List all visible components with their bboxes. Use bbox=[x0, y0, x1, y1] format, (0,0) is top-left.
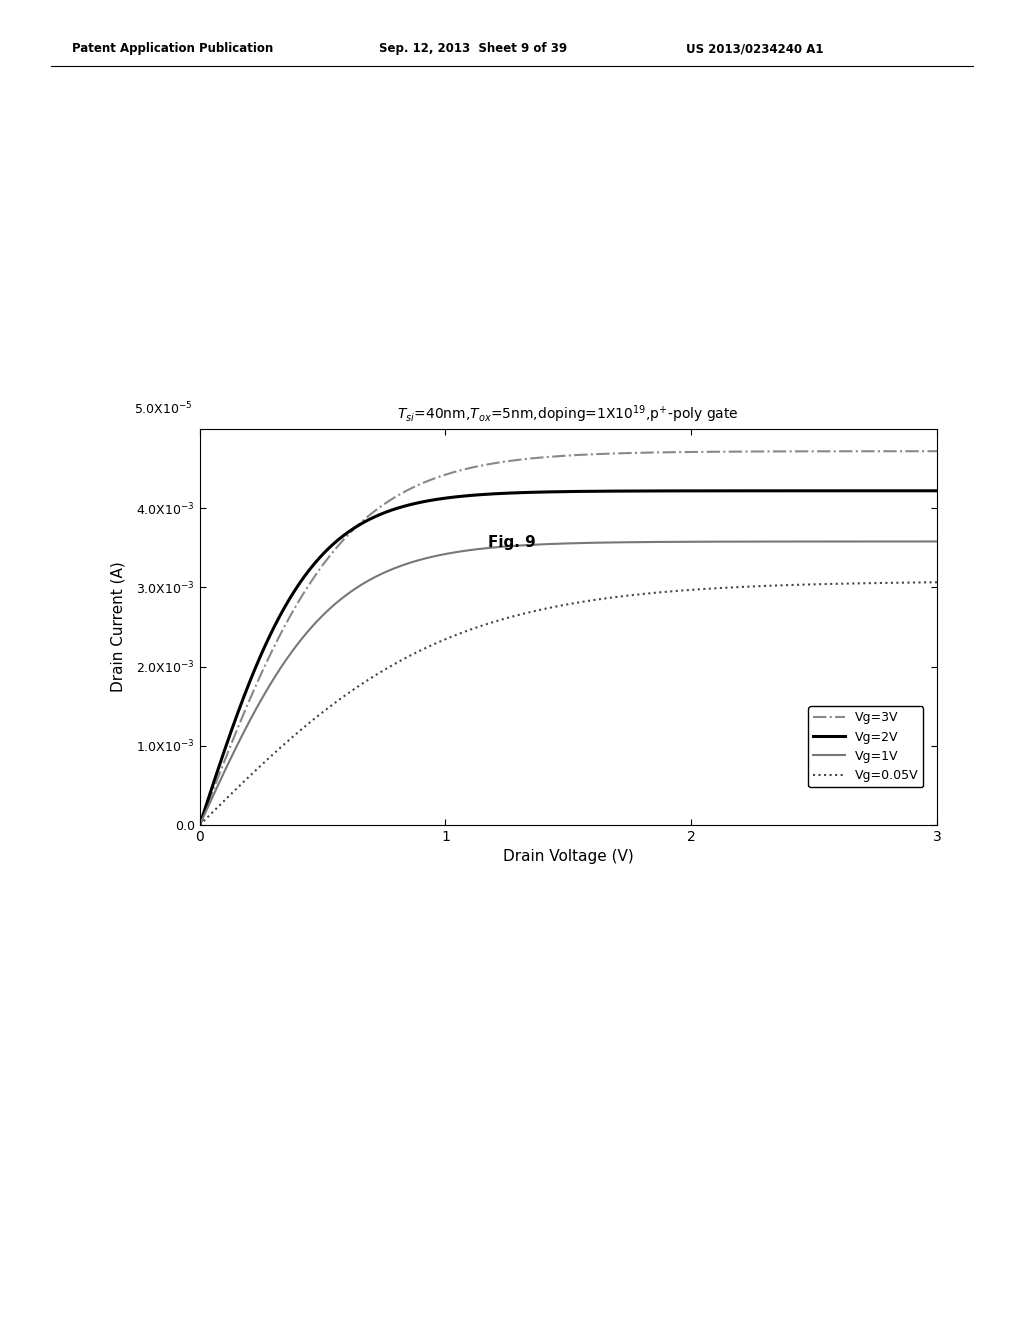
Vg=3V bbox=[628, 445, 640, 461]
Line: Vg=0.05V: Vg=0.05V bbox=[200, 582, 937, 825]
Line: Vg=3V: Vg=3V bbox=[200, 451, 937, 825]
Vg=3V bbox=[527, 450, 540, 466]
X-axis label: Drain Voltage (V): Drain Voltage (V) bbox=[503, 849, 634, 865]
Vg=3V bbox=[383, 492, 395, 508]
Vg=2V bbox=[931, 483, 943, 499]
Legend: Vg=3V, Vg=2V, Vg=1V, Vg=0.05V: Vg=3V, Vg=2V, Vg=1V, Vg=0.05V bbox=[809, 706, 924, 787]
Vg=0.05V bbox=[527, 603, 540, 619]
Text: Sep. 12, 2013  Sheet 9 of 39: Sep. 12, 2013 Sheet 9 of 39 bbox=[379, 42, 567, 55]
Vg=3V bbox=[931, 444, 943, 459]
Vg=3V bbox=[324, 548, 336, 564]
Vg=0.05V bbox=[749, 578, 761, 594]
Vg=2V bbox=[527, 484, 540, 500]
Vg=2V bbox=[628, 483, 640, 499]
Text: 5.0X10$^{-5}$: 5.0X10$^{-5}$ bbox=[134, 400, 193, 417]
Vg=1V bbox=[749, 533, 761, 549]
Vg=2V bbox=[194, 817, 206, 833]
Vg=2V bbox=[383, 503, 395, 519]
Vg=1V bbox=[324, 601, 336, 616]
Vg=3V bbox=[194, 817, 206, 833]
Vg=1V bbox=[383, 562, 395, 578]
Title: $T_{si}$=40nm,$T_{ox}$=5nm,doping=1X10$^{19}$,p$^{+}$-poly gate: $T_{si}$=40nm,$T_{ox}$=5nm,doping=1X10$^… bbox=[397, 404, 739, 425]
Y-axis label: Drain Current (A): Drain Current (A) bbox=[110, 561, 125, 693]
Vg=2V bbox=[324, 539, 336, 554]
Line: Vg=2V: Vg=2V bbox=[200, 491, 937, 825]
Vg=0.05V bbox=[383, 659, 395, 675]
Vg=1V bbox=[931, 533, 943, 549]
Vg=1V bbox=[686, 533, 698, 549]
Text: US 2013/0234240 A1: US 2013/0234240 A1 bbox=[686, 42, 823, 55]
Vg=2V bbox=[749, 483, 761, 499]
Vg=0.05V bbox=[194, 817, 206, 833]
Vg=2V bbox=[686, 483, 698, 499]
Vg=1V bbox=[527, 537, 540, 553]
Vg=0.05V bbox=[324, 698, 336, 714]
Vg=1V bbox=[628, 535, 640, 550]
Vg=0.05V bbox=[686, 582, 698, 598]
Text: Fig. 9: Fig. 9 bbox=[488, 535, 536, 549]
Line: Vg=1V: Vg=1V bbox=[200, 541, 937, 825]
Text: Patent Application Publication: Patent Application Publication bbox=[72, 42, 273, 55]
Vg=0.05V bbox=[931, 574, 943, 590]
Vg=0.05V bbox=[628, 587, 640, 603]
Vg=3V bbox=[686, 444, 698, 459]
Vg=1V bbox=[194, 817, 206, 833]
Vg=3V bbox=[749, 444, 761, 459]
